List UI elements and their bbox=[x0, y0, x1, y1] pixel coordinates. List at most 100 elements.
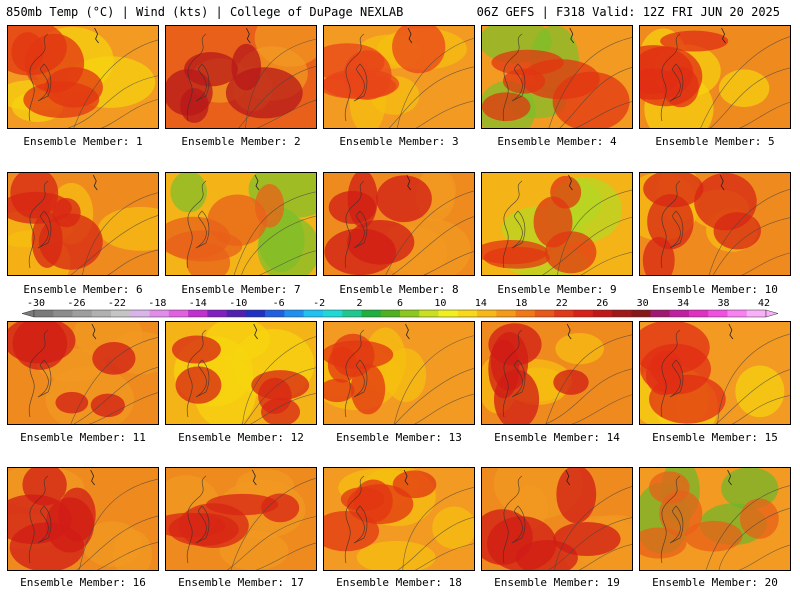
temperature-map bbox=[166, 468, 316, 570]
temperature-map bbox=[482, 468, 632, 570]
temperature-map bbox=[166, 26, 316, 128]
colorbar-swatch bbox=[727, 310, 748, 317]
colorbar-tick-label: 14 bbox=[475, 298, 487, 309]
colorbar-swatch bbox=[496, 310, 516, 317]
colorbar-swatch bbox=[746, 310, 767, 317]
colorbar-tick-label: -26 bbox=[67, 298, 85, 309]
temperature-map bbox=[640, 468, 790, 570]
colorbar-tick-label: -14 bbox=[189, 298, 207, 309]
colorbar-swatch bbox=[554, 310, 574, 317]
ensemble-member-label: Ensemble Member: 18 bbox=[336, 576, 462, 589]
ensemble-map-panel bbox=[639, 467, 791, 571]
colorbar-swatch bbox=[245, 310, 266, 317]
temperature-map bbox=[482, 173, 632, 275]
ensemble-map-panel bbox=[165, 172, 317, 276]
ensemble-map-panel bbox=[639, 25, 791, 129]
temperature-map bbox=[324, 322, 474, 424]
ensemble-map-panel bbox=[165, 25, 317, 129]
header-right-title: 06Z GEFS | F318 Valid: 12Z FRI JUN 20 20… bbox=[476, 5, 780, 19]
temperature-map bbox=[8, 322, 158, 424]
ensemble-map-panel bbox=[7, 172, 159, 276]
colorbar-swatch bbox=[34, 310, 54, 317]
colorbar-swatch bbox=[669, 310, 690, 317]
ensemble-map-panel bbox=[481, 467, 633, 571]
colorbar-tick-label: 18 bbox=[515, 298, 527, 309]
ensemble-map-panel bbox=[481, 25, 633, 129]
temperature-map bbox=[166, 173, 316, 275]
colorbar-tick-label: 42 bbox=[758, 298, 770, 309]
colorbar-swatch bbox=[400, 310, 420, 317]
ensemble-map-panel bbox=[7, 467, 159, 571]
colorbar-tick-label: -18 bbox=[148, 298, 166, 309]
colorbar-swatch bbox=[207, 310, 227, 317]
temperature-map bbox=[324, 173, 474, 275]
colorbar-swatch bbox=[130, 310, 150, 317]
ensemble-member-label: Ensemble Member: 11 bbox=[20, 431, 146, 444]
ensemble-member-label: Ensemble Member: 1 bbox=[23, 135, 143, 148]
colorbar-swatch bbox=[188, 310, 208, 317]
temperature-map bbox=[482, 26, 632, 128]
temperature-map bbox=[324, 468, 474, 570]
colorbar-swatch bbox=[380, 310, 401, 317]
colorbar-tick-label: -2 bbox=[313, 298, 325, 309]
colorbar-tick-label: 6 bbox=[397, 298, 403, 309]
colorbar-swatch bbox=[91, 310, 112, 317]
colorbar-swatch bbox=[534, 310, 555, 317]
ensemble-member-label: Ensemble Member: 17 bbox=[178, 576, 304, 589]
colorbar-tick-label: 22 bbox=[556, 298, 568, 309]
ensemble-map-panel bbox=[7, 321, 159, 425]
colorbar-swatch bbox=[168, 310, 189, 317]
ensemble-map-panel bbox=[323, 25, 475, 129]
ensemble-member-label: Ensemble Member: 3 bbox=[339, 135, 459, 148]
colorbar-swatch bbox=[226, 310, 247, 317]
ensemble-map-panel bbox=[481, 321, 633, 425]
ensemble-member-label: Ensemble Member: 12 bbox=[178, 431, 304, 444]
ensemble-map-panel bbox=[481, 172, 633, 276]
colorbar-tick-label: 26 bbox=[596, 298, 608, 309]
colorbar-swatch bbox=[477, 310, 497, 317]
ensemble-member-label: Ensemble Member: 5 bbox=[655, 135, 775, 148]
ensemble-member-label: Ensemble Member: 14 bbox=[494, 431, 620, 444]
colorbar-swatch bbox=[457, 310, 478, 317]
colorbar-swatch bbox=[708, 310, 728, 317]
colorbar-swatch bbox=[303, 310, 324, 317]
colorbar-tick-label: 38 bbox=[718, 298, 730, 309]
colorbar-swatch bbox=[284, 310, 304, 317]
colorbar-swatch bbox=[111, 310, 131, 317]
colorbar-swatch bbox=[515, 310, 536, 317]
ensemble-map-panel bbox=[639, 172, 791, 276]
ensemble-member-label: Ensemble Member: 13 bbox=[336, 431, 462, 444]
colorbar-high-arrow bbox=[765, 309, 779, 318]
temperature-map bbox=[8, 173, 158, 275]
colorbar-swatch bbox=[573, 310, 593, 317]
temperature-map bbox=[8, 468, 158, 570]
ensemble-map-panel bbox=[323, 172, 475, 276]
temperature-map bbox=[640, 26, 790, 128]
colorbar-swatch bbox=[438, 310, 459, 317]
colorbar-swatch bbox=[688, 310, 709, 317]
colorbar-swatch bbox=[149, 310, 170, 317]
colorbar-tick-label: -10 bbox=[229, 298, 247, 309]
ensemble-map-panel bbox=[639, 321, 791, 425]
colorbar-tick-label: 34 bbox=[677, 298, 689, 309]
ensemble-map-panel bbox=[165, 467, 317, 571]
temperature-map bbox=[482, 322, 632, 424]
ensemble-map-panel bbox=[7, 25, 159, 129]
colorbar-tick-label: 10 bbox=[434, 298, 446, 309]
ensemble-member-label: Ensemble Member: 15 bbox=[652, 431, 778, 444]
ensemble-map-panel bbox=[323, 321, 475, 425]
temperature-map bbox=[8, 26, 158, 128]
ensemble-member-label: Ensemble Member: 10 bbox=[652, 283, 778, 296]
ensemble-member-label: Ensemble Member: 7 bbox=[181, 283, 301, 296]
colorbar-swatch bbox=[611, 310, 632, 317]
temperature-map bbox=[640, 173, 790, 275]
colorbar-tick-label: -22 bbox=[108, 298, 126, 309]
colorbar-swatch bbox=[631, 310, 651, 317]
colorbar-swatch bbox=[361, 310, 382, 317]
ensemble-map-panel bbox=[165, 321, 317, 425]
colorbar-swatch bbox=[265, 310, 285, 317]
colorbar-tick-label: -30 bbox=[27, 298, 45, 309]
colorbar-tick-label: -6 bbox=[273, 298, 285, 309]
ensemble-member-label: Ensemble Member: 4 bbox=[497, 135, 617, 148]
